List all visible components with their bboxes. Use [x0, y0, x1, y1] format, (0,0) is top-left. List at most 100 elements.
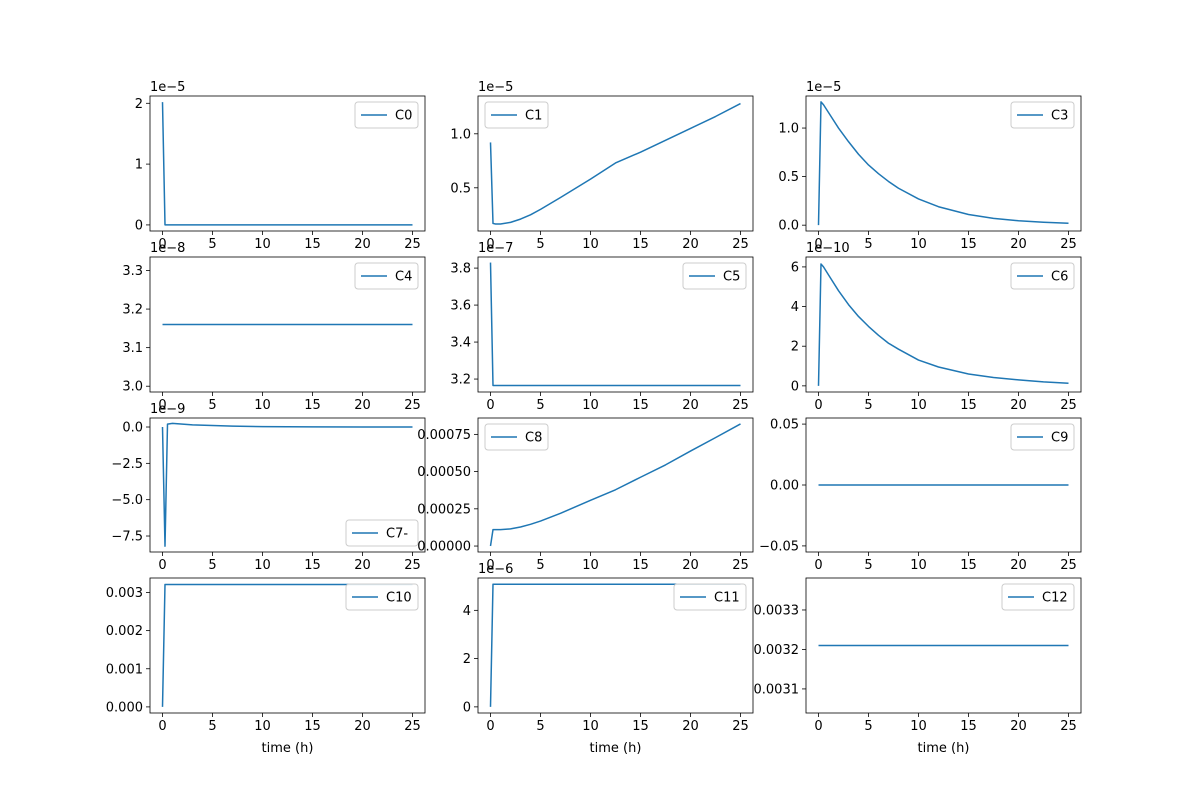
- x-tick-label: 25: [404, 237, 421, 252]
- x-tick-label: 25: [1060, 237, 1077, 252]
- x-tick-label: 0: [814, 398, 822, 413]
- y-offset-label: 1e−5: [806, 80, 841, 95]
- x-tick-label: 15: [960, 558, 977, 573]
- subplot-c8: 0 5 10 15 20 25 0.00000 0.00025 0.00050 0.00075 C8: [417, 417, 754, 573]
- subplot-c3: 0 5 10 15 20 25 0.0 0.5 1.0 1e−5 C3: [778, 80, 1082, 252]
- y-tick-label: 1.0: [778, 122, 799, 137]
- y-tick-label: 4: [463, 604, 471, 619]
- y-offset-label: 1e−5: [478, 80, 513, 95]
- series-line: [161, 422, 413, 547]
- axes-frame: [477, 95, 754, 232]
- series-line: [161, 102, 413, 226]
- subplot-c11: 0 5 10 15 20 25 0 2 4 1e−6 time (h) C11: [463, 562, 754, 756]
- x-tick-label: 0: [814, 237, 822, 252]
- series-line: [489, 102, 741, 225]
- series-line: [161, 583, 413, 707]
- x-tick-label: 20: [354, 558, 371, 573]
- legend-label: C10: [386, 591, 412, 606]
- legend: C1: [484, 101, 549, 129]
- y-tick-label: 0.003: [106, 586, 143, 601]
- y-tick-label: 0.0033: [754, 603, 800, 618]
- x-tick-label: 10: [910, 237, 927, 252]
- legend: C12: [1001, 583, 1075, 611]
- x-tick-label: 15: [960, 237, 977, 252]
- y-tick-label: 0.00025: [417, 502, 471, 517]
- legend-box: [1001, 583, 1075, 611]
- x-tick-label: 5: [864, 398, 872, 413]
- x-tick-label: 25: [1060, 558, 1077, 573]
- x-tick-label: 20: [682, 398, 699, 413]
- legend: C8: [484, 423, 549, 451]
- axes-frame: [149, 417, 426, 553]
- y-tick-label: 3.8: [450, 262, 471, 277]
- legend-label: C5: [723, 270, 740, 285]
- x-tick-label: 5: [536, 398, 544, 413]
- subplot-c1: 0 5 10 15 20 25 0.5 1.0 1e−5 C1: [450, 80, 754, 252]
- y-tick-label: 2: [791, 340, 799, 355]
- x-tick-label: 5: [208, 558, 216, 573]
- x-tick-label: 25: [732, 237, 749, 252]
- x-tick-label: 25: [404, 398, 421, 413]
- axes-frame: [805, 577, 1082, 714]
- series-line: [489, 423, 741, 547]
- x-tick-label: 5: [208, 237, 216, 252]
- series-line: [817, 101, 1069, 226]
- x-tick-label: 0: [486, 237, 494, 252]
- x-axis-label: time (h): [262, 741, 314, 756]
- y-tick-label: 0.002: [106, 624, 143, 639]
- x-tick-label: 10: [910, 398, 927, 413]
- x-tick-label: 15: [304, 398, 321, 413]
- x-tick-label: 5: [536, 558, 544, 573]
- y-tick-label: 3.1: [122, 341, 143, 356]
- x-tick-label: 5: [864, 237, 872, 252]
- legend-label: C4: [395, 270, 412, 285]
- x-tick-label: 25: [404, 558, 421, 573]
- subplot-c12: 0 5 10 15 20 25 0.0031 0.0032 0.0033 time (h) C12: [754, 577, 1082, 756]
- y-tick-label: 0.0: [122, 421, 143, 436]
- y-tick-label: 0.0031: [754, 682, 800, 697]
- x-tick-label: 15: [632, 237, 649, 252]
- y-offset-label: 1e−9: [150, 402, 185, 417]
- x-tick-label: 15: [960, 719, 977, 734]
- y-offset-label: 1e−8: [150, 241, 185, 256]
- axes-frame: [149, 95, 426, 232]
- x-tick-label: 20: [1010, 398, 1027, 413]
- x-axis-label: time (h): [918, 741, 970, 756]
- x-tick-label: 15: [960, 398, 977, 413]
- series-line: [817, 263, 1069, 386]
- subplot-c4: 0 5 10 15 20 25 3.0 3.1 3.2 3.3 1e−8 C4: [122, 241, 426, 413]
- x-tick-label: 20: [682, 237, 699, 252]
- x-tick-label: 25: [732, 398, 749, 413]
- x-tick-label: 0: [814, 558, 822, 573]
- x-tick-label: 10: [910, 558, 927, 573]
- y-tick-label: −0.05: [759, 539, 799, 554]
- legend: C0: [354, 101, 419, 129]
- x-tick-label: 10: [582, 237, 599, 252]
- legend: C4: [354, 262, 419, 290]
- axes-frame: [805, 256, 1082, 393]
- y-tick-label: 4: [791, 300, 799, 315]
- x-tick-label: 25: [1060, 398, 1077, 413]
- y-offset-label: 1e−10: [806, 241, 850, 256]
- x-tick-label: 15: [632, 558, 649, 573]
- legend-label: C8: [525, 431, 542, 446]
- y-tick-label: −2.5: [111, 457, 143, 472]
- x-tick-label: 10: [582, 398, 599, 413]
- legend-label: C3: [1051, 109, 1068, 124]
- x-tick-label: 10: [582, 719, 599, 734]
- x-tick-label: 20: [1010, 719, 1027, 734]
- axes-frame: [149, 256, 426, 393]
- legend-box: [345, 583, 419, 611]
- subplot-c0: 0 5 10 15 20 25 0 1 2 1e−5 C0: [135, 80, 426, 252]
- x-tick-label: 20: [354, 719, 371, 734]
- subplot-c7-: 0 5 10 15 20 25 0.0 −2.5 −5.0 −7.5 1e−9 C7-: [111, 402, 426, 573]
- x-tick-label: 10: [254, 398, 271, 413]
- x-tick-label: 5: [864, 558, 872, 573]
- legend-label: C0: [395, 109, 412, 124]
- legend-label: C7-: [386, 527, 408, 542]
- series-line: [489, 583, 741, 707]
- y-offset-label: 1e−7: [478, 241, 513, 256]
- x-tick-label: 20: [354, 398, 371, 413]
- axes-frame: [805, 95, 1082, 232]
